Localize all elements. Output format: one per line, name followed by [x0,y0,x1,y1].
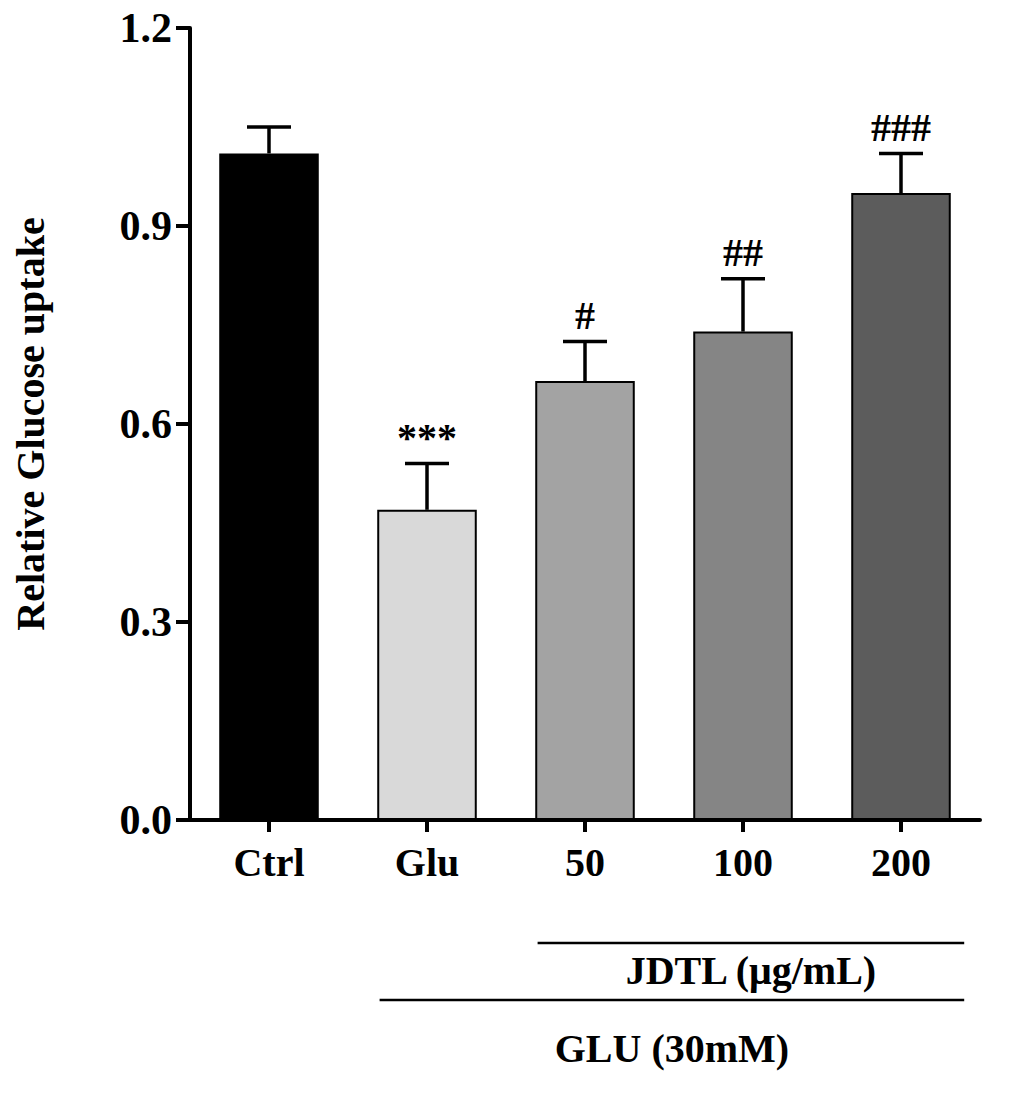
svg-text:0.6: 0.6 [120,401,173,447]
svg-text:0.9: 0.9 [120,203,173,249]
svg-text:100: 100 [713,840,773,885]
svg-text:Relative Glucose uptake: Relative Glucose uptake [8,217,53,630]
svg-text:Ctrl: Ctrl [233,840,304,885]
svg-text:50: 50 [565,840,605,885]
svg-text:JDTL (μg/mL): JDTL (μg/mL) [626,948,876,993]
svg-text:1.2: 1.2 [120,5,173,51]
svg-text:0.0: 0.0 [120,797,173,843]
svg-text:***: *** [397,415,457,460]
svg-text:#: # [575,293,595,338]
svg-text:GLU (30mM): GLU (30mM) [555,1026,789,1071]
svg-text:0.3: 0.3 [120,599,173,645]
svg-text:##: ## [723,230,763,275]
svg-text:Glu: Glu [395,840,459,885]
svg-text:###: ### [871,105,931,150]
svg-text:200: 200 [871,840,931,885]
